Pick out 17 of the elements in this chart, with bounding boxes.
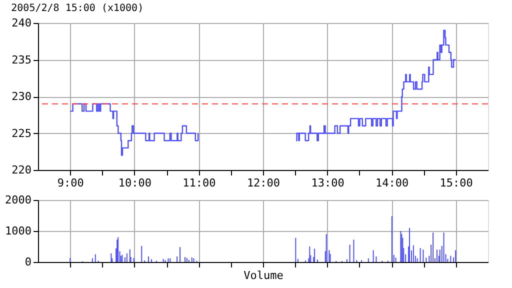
x-tick-label: 13:00 (311, 176, 344, 190)
y-tick-label: 220 (12, 164, 32, 176)
y-tick-label: 1000 (5, 224, 32, 238)
x-tick-label: 15:00 (440, 176, 473, 190)
y-tick-label: 225 (12, 126, 32, 140)
y-tick-label: 2000 (5, 194, 32, 206)
x-tick-label: 12:00 (246, 176, 280, 190)
x-tick-label: 9:00 (57, 176, 84, 190)
y-tick-label: 0 (24, 256, 32, 268)
x-axis-title: Volume (244, 269, 284, 282)
x-tick-label: 10:00 (118, 176, 152, 190)
x-tick-label: 11:00 (182, 176, 216, 190)
y-tick-label: 235 (12, 53, 32, 66)
y-tick-label: 240 (12, 16, 32, 30)
y-tick-label: 230 (12, 90, 32, 103)
chart-title: 2005/2/8 15:00 (x1000) (11, 3, 144, 14)
x-tick-label: 14:00 (376, 176, 409, 190)
